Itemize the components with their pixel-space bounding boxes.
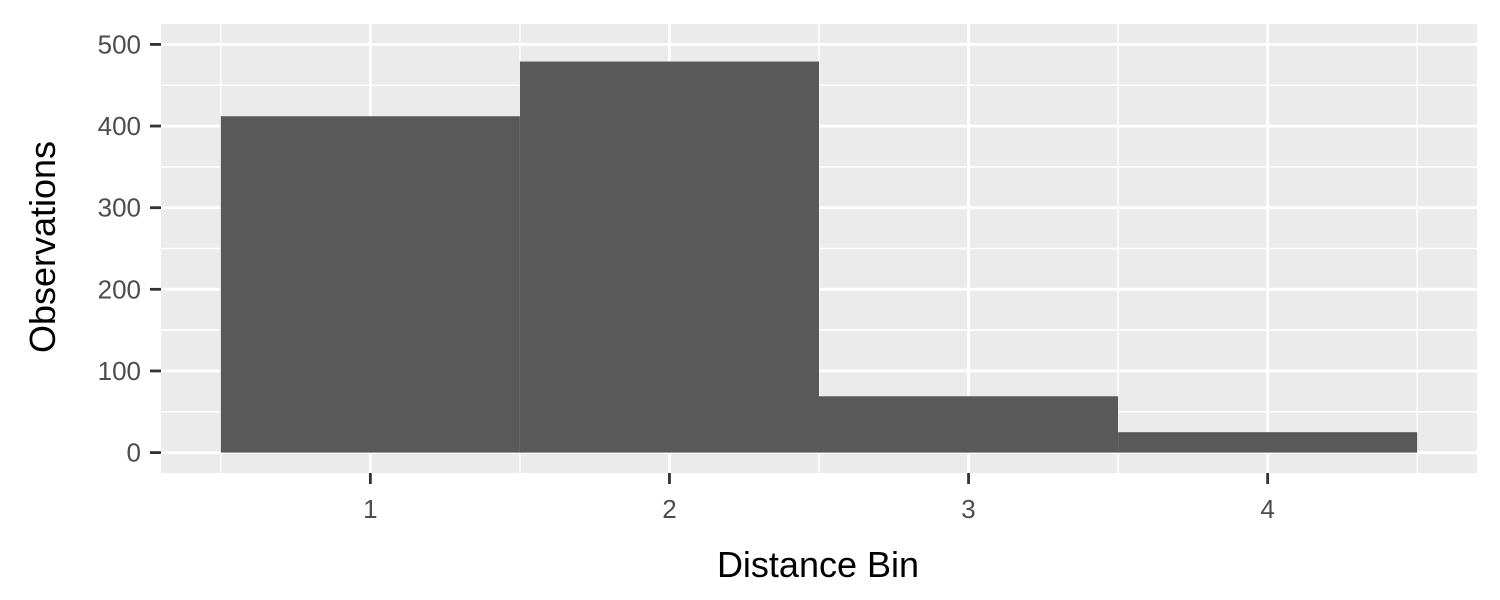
bar-1	[220, 116, 520, 453]
x-tick-label: 3	[961, 494, 975, 524]
y-tick-label: 0	[127, 438, 141, 468]
y-tick-label: 100	[98, 356, 141, 386]
y-tick-label: 300	[98, 193, 141, 223]
x-tick-label: 2	[662, 494, 676, 524]
bar-2	[519, 61, 819, 453]
y-tick-label: 400	[98, 111, 141, 141]
x-tick-label: 1	[363, 494, 377, 524]
y-tick-label: 500	[98, 29, 141, 59]
bar-3	[819, 396, 1119, 453]
bars	[220, 61, 1418, 453]
x-tick-label: 4	[1260, 494, 1274, 524]
y-axis-title: Observations	[22, 141, 63, 353]
y-axis: 0 100 200 300 400 500	[98, 29, 161, 468]
x-axis-title: Distance Bin	[717, 544, 919, 585]
bar-4	[1118, 432, 1418, 453]
y-tick-label: 200	[98, 274, 141, 304]
x-axis: 1 2 3 4	[363, 473, 1275, 524]
